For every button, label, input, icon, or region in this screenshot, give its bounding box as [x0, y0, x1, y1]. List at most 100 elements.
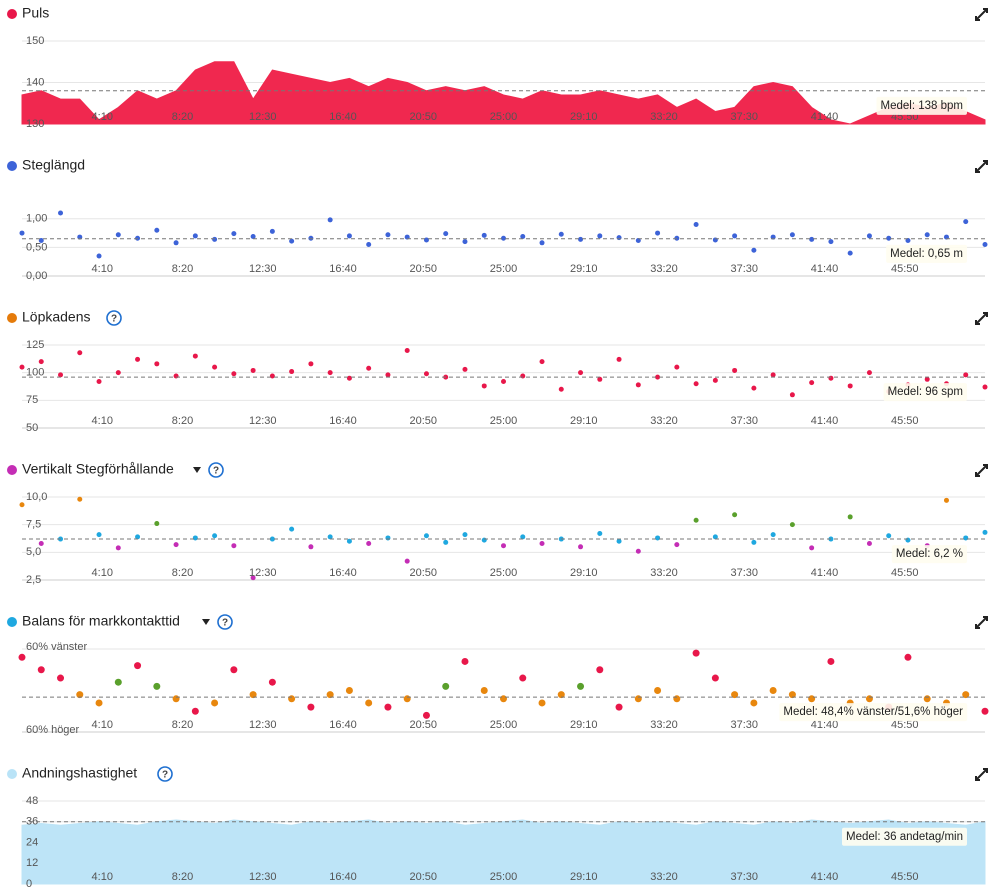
- y-tick-label: 0,50: [26, 241, 47, 253]
- data-point: [385, 372, 391, 378]
- dropdown-arrow[interactable]: [193, 467, 201, 473]
- data-point: [751, 539, 757, 545]
- data-point: [731, 691, 739, 699]
- data-point: [674, 235, 680, 241]
- data-point: [597, 531, 603, 537]
- data-point: [865, 695, 873, 703]
- data-point: [808, 695, 816, 703]
- x-tick-label: 25:00: [490, 871, 518, 883]
- data-point: [712, 377, 718, 383]
- data-point: [18, 653, 26, 661]
- data-point: [173, 373, 179, 379]
- data-point: [847, 250, 853, 256]
- data-point: [963, 372, 969, 378]
- expand-icon[interactable]: [975, 312, 988, 325]
- data-point: [19, 502, 25, 508]
- y-tick-label: 5,0: [26, 546, 41, 558]
- x-tick-label: 29:10: [570, 263, 598, 275]
- x-tick-label: 25:00: [490, 719, 518, 731]
- help-icon[interactable]: [157, 766, 173, 782]
- data-point: [539, 540, 545, 546]
- data-point: [346, 538, 352, 544]
- data-point: [866, 233, 872, 239]
- data-point: [230, 666, 238, 674]
- help-icon[interactable]: [106, 310, 122, 326]
- data-point: [904, 653, 912, 661]
- x-tick-label: 45:50: [891, 415, 919, 427]
- x-tick-label: 4:10: [92, 719, 113, 731]
- x-tick-label: 41:40: [811, 567, 839, 579]
- expand-icon[interactable]: [975, 160, 988, 173]
- help-icon[interactable]: [217, 614, 233, 630]
- x-tick-label: 37:30: [730, 111, 758, 123]
- data-point: [809, 236, 815, 242]
- data-point: [982, 529, 988, 535]
- x-tick-label: 29:10: [570, 111, 598, 123]
- data-point: [231, 231, 237, 237]
- data-point: [788, 691, 796, 699]
- y-tick-label: 60% vänster: [26, 641, 87, 653]
- data-point: [769, 687, 777, 694]
- data-point: [154, 361, 160, 367]
- legend-dot: [7, 9, 17, 19]
- chart-title: Löpkadens: [22, 309, 91, 325]
- data-point: [558, 231, 564, 237]
- data-point: [403, 695, 411, 703]
- data-point: [288, 695, 296, 703]
- x-tick-label: 8:20: [172, 415, 193, 427]
- data-point: [249, 691, 257, 699]
- y-tick-label: 48: [26, 795, 38, 807]
- data-point: [327, 534, 333, 540]
- data-point: [385, 535, 391, 541]
- data-point: [269, 228, 275, 234]
- x-tick-label: 20:50: [409, 263, 437, 275]
- data-point: [827, 657, 835, 665]
- data-point: [501, 235, 506, 241]
- x-tick-label: 20:50: [409, 111, 437, 123]
- x-tick-label: 20:50: [409, 567, 437, 579]
- data-point: [519, 674, 527, 682]
- data-point: [308, 544, 314, 550]
- mean-label-box: [876, 96, 967, 115]
- data-point: [212, 236, 218, 242]
- x-tick-label: 45:50: [891, 263, 919, 275]
- x-tick-label: 16:40: [329, 111, 357, 123]
- x-tick-label: 4:10: [92, 415, 113, 427]
- x-tick-label: 12:30: [249, 263, 277, 275]
- dropdown-arrow[interactable]: [202, 619, 210, 625]
- x-tick-label: 41:40: [811, 719, 839, 731]
- data-point: [597, 233, 603, 239]
- x-tick-label: 8:20: [172, 719, 193, 731]
- data-point: [982, 384, 988, 390]
- x-tick-label: 25:00: [490, 567, 518, 579]
- data-point: [828, 375, 834, 381]
- data-point: [268, 678, 276, 686]
- data-point: [809, 545, 815, 551]
- x-tick-label: 45:50: [891, 719, 919, 731]
- expand-icon[interactable]: [975, 464, 988, 477]
- data-point: [578, 370, 584, 376]
- expand-icon[interactable]: [975, 8, 988, 21]
- help-icon[interactable]: [208, 462, 224, 478]
- data-point: [192, 233, 198, 239]
- data-point: [654, 687, 662, 694]
- x-tick-label: 12:30: [249, 871, 277, 883]
- help-icon-glyph: ?: [213, 466, 219, 477]
- data-point: [732, 367, 738, 373]
- y-tick-label: 100: [26, 367, 44, 379]
- expand-icon[interactable]: [975, 616, 988, 629]
- data-point: [886, 235, 892, 241]
- data-point: [615, 703, 623, 711]
- data-point: [828, 239, 834, 245]
- data-point: [231, 371, 237, 377]
- data-point: [886, 533, 892, 539]
- mean-label: Medel: 138 bpm: [881, 100, 963, 112]
- data-point: [57, 674, 65, 682]
- expand-icon[interactable]: [975, 768, 988, 781]
- data-point: [37, 666, 45, 674]
- data-point: [96, 379, 102, 385]
- help-icon-glyph: ?: [162, 770, 168, 781]
- legend-dot: [7, 465, 17, 475]
- data-point: [366, 242, 372, 248]
- data-point: [366, 365, 372, 371]
